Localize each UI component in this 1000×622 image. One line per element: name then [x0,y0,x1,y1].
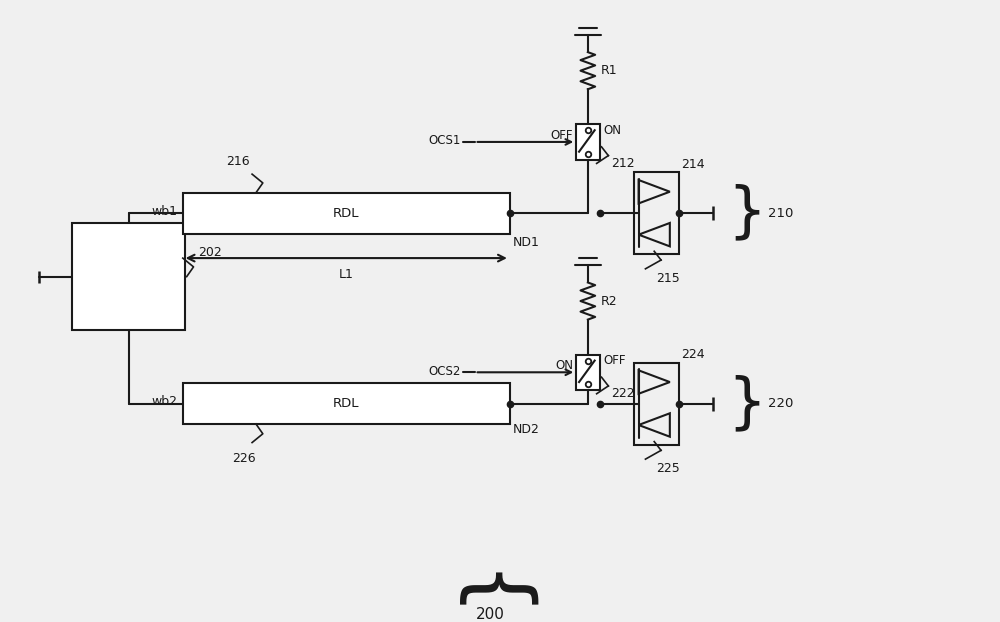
Text: OFF: OFF [551,129,573,142]
Bar [72,223,185,330]
Bar [576,124,600,159]
Text: 224: 224 [682,348,705,361]
Text: R2: R2 [601,295,617,307]
Text: 225: 225 [656,462,680,475]
Bar [183,193,510,234]
Text: 200: 200 [476,607,505,622]
Text: ON: ON [603,124,621,137]
Text: }: } [450,550,531,604]
Text: 222: 222 [611,388,635,401]
Bar [634,172,679,254]
Text: R1: R1 [601,64,617,77]
Text: OCS1: OCS1 [429,134,461,147]
Bar [576,355,600,390]
Bar [634,363,679,445]
Text: 212: 212 [611,157,635,170]
Text: 214: 214 [682,158,705,171]
Text: 202: 202 [198,246,222,259]
Text: ND2: ND2 [513,424,540,437]
Text: OFF: OFF [603,354,626,367]
Text: 210: 210 [768,207,794,220]
Text: 216: 216 [227,155,250,168]
Text: L1: L1 [339,268,354,281]
Text: wb2: wb2 [152,395,178,408]
Text: }: } [727,183,766,243]
Text: RDL: RDL [333,397,360,410]
Bar [183,383,510,424]
Text: wb1: wb1 [152,205,178,218]
Text: 215: 215 [656,272,680,285]
Text: RDL: RDL [333,207,360,220]
Text: 226: 226 [232,452,256,465]
Text: }: } [727,374,766,433]
Text: 220: 220 [768,397,794,410]
Text: ND1: ND1 [513,236,540,249]
Text: OCS2: OCS2 [429,365,461,378]
Text: ON: ON [555,359,573,372]
